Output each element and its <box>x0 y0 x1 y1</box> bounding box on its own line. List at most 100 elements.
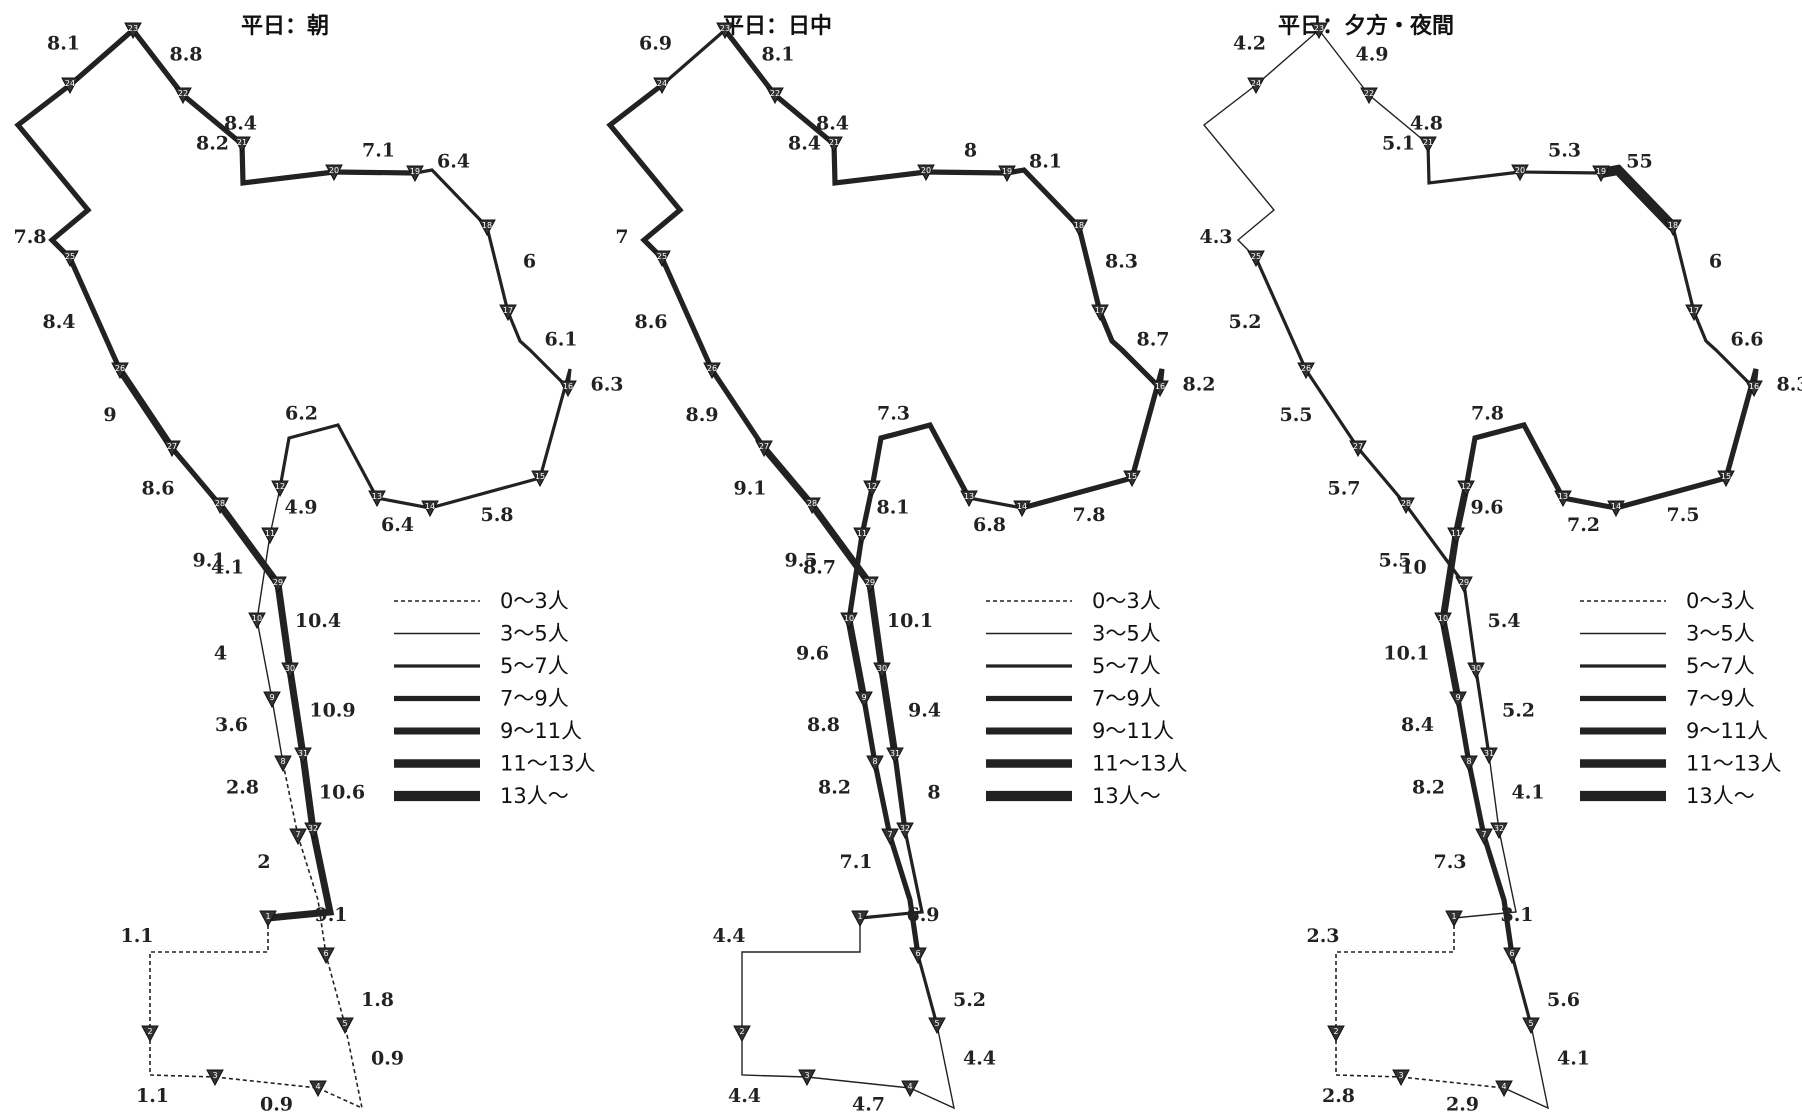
bus-stop-marker <box>269 576 287 594</box>
bus-stop-marker <box>803 497 821 515</box>
bus-stop-number: 29 <box>865 578 875 587</box>
segment-value: 8 <box>927 782 940 804</box>
route-segment-32-1 <box>1453 829 1517 919</box>
bus-stop-number: 16 <box>563 382 573 391</box>
bus-stop-number: 25 <box>1251 252 1261 261</box>
segment-value: 4.1 <box>1511 782 1544 804</box>
legend-label: 13人～ <box>1686 784 1755 808</box>
legend-label: 5～7人 <box>500 654 569 678</box>
segment-value: 10.1 <box>887 610 933 632</box>
bus-stop-marker <box>499 304 517 322</box>
segment-value: 7.1 <box>362 140 395 162</box>
bus-stop-number: 9 <box>269 693 274 702</box>
route-segment-5-6 <box>1510 954 1533 1026</box>
route-segment-24-25 <box>1202 84 1275 259</box>
segment-value: 8.3 <box>1776 374 1802 396</box>
route-segment-17-18 <box>1076 226 1103 313</box>
bus-stop-number: 22 <box>770 89 780 98</box>
segment-value: 10.1 <box>1383 643 1429 665</box>
legend-label: 7～9人 <box>500 687 569 711</box>
legend-label: 13人～ <box>500 784 569 808</box>
legend-label: 11～13人 <box>1686 752 1781 776</box>
bus-stop-marker <box>1457 480 1475 498</box>
bus-stop-marker <box>866 755 884 773</box>
bus-stop-number: 24 <box>65 79 75 88</box>
route-segment-24-25 <box>606 82 684 260</box>
bus-stop-number: 30 <box>1471 664 1481 673</box>
bus-stop-marker <box>909 947 927 965</box>
route-segment-20-21 <box>831 143 927 186</box>
bus-stop-marker <box>271 480 289 498</box>
bus-stop-number: 27 <box>167 442 177 451</box>
bus-stop-marker <box>1522 1017 1540 1035</box>
bus-stop-number: 5 <box>342 1019 347 1028</box>
bus-stop-number: 7 <box>1481 830 1486 839</box>
bus-stop-marker <box>421 500 439 518</box>
bus-stop-number: 2 <box>1333 1027 1338 1036</box>
bus-stop-number: 21 <box>237 138 247 147</box>
segment-value: 5.2 <box>953 989 986 1011</box>
segment-value: 4 <box>214 643 227 665</box>
route-segment-10-11 <box>256 534 271 621</box>
segment-value: 1.1 <box>120 925 153 947</box>
legend-label: 11～13人 <box>1092 752 1187 776</box>
bus-stop-number: 12 <box>867 482 877 491</box>
route-segment-31-32 <box>299 754 317 831</box>
segment-value: 9.4 <box>908 700 941 722</box>
bus-stop-number: 2 <box>147 1027 152 1036</box>
route-segment-9-10 <box>845 619 868 700</box>
legend-label: 5～7人 <box>1686 654 1755 678</box>
segment-value: 4.1 <box>211 557 244 579</box>
bus-stop-number: 20 <box>921 166 931 175</box>
bus-stop-number: 31 <box>298 749 308 758</box>
bus-stop-number: 21 <box>829 138 839 147</box>
bus-stop-number: 9 <box>861 693 866 702</box>
segment-value: 8.7 <box>1136 329 1169 351</box>
bus-stop-number: 8 <box>280 757 285 766</box>
bus-stop-marker <box>206 1069 224 1087</box>
segment-value: 8.1 <box>876 497 909 519</box>
legend-label: 9～11人 <box>1092 719 1174 743</box>
route-segment-24-25 <box>14 82 92 260</box>
segment-value: 6.6 <box>1730 329 1763 351</box>
bus-stop-marker <box>1447 527 1465 545</box>
bus-stop-marker <box>281 662 299 680</box>
segment-value: 4.3 <box>1199 226 1232 248</box>
route-segment-14-15 <box>429 476 541 510</box>
route-segment-28-29 <box>1404 504 1466 585</box>
segment-value: 5.3 <box>1548 140 1581 162</box>
bus-stop-number: 3 <box>804 1071 809 1080</box>
bus-stop-number: 15 <box>535 472 545 481</box>
segment-value: 8.1 <box>47 33 80 55</box>
segment-value: 2.8 <box>226 777 259 799</box>
route-segment-30-31 <box>878 669 899 756</box>
bus-stop-marker <box>261 527 279 545</box>
route-segment-12-13 <box>278 423 379 499</box>
bus-stop-marker <box>1607 500 1625 518</box>
route-segment-11-12 <box>1452 487 1470 536</box>
bus-stop-number: 19 <box>1002 167 1012 176</box>
route-segment-8-9 <box>271 698 284 764</box>
bus-stop-number: 14 <box>425 502 435 511</box>
segment-value: 8.1 <box>1029 151 1062 173</box>
bus-stop-marker <box>274 755 292 773</box>
bus-stop-marker <box>1070 219 1088 237</box>
bus-stop-number: 8 <box>872 757 877 766</box>
route-segment-20-21 <box>1426 143 1521 185</box>
route-segment-25-26 <box>1254 257 1308 371</box>
route-segment-14-15 <box>1021 475 1133 511</box>
bus-stop-marker <box>755 440 773 458</box>
segment-value: 4.4 <box>963 1048 996 1070</box>
panel-weekday-daytime: 平日：日中 4.4 4.4 4.7 4.4 5.2 7.1 8.2 8.8 9.6 8.7 8.1 7.… <box>606 14 1216 1112</box>
segment-value: 8.2 <box>818 777 851 799</box>
bus-stop-number: 1 <box>265 912 270 921</box>
bus-stop-marker <box>124 22 142 40</box>
bus-stop-marker <box>881 828 899 846</box>
segment-value: 8.4 <box>816 113 849 135</box>
segment-value: 4.1 <box>1557 1048 1590 1070</box>
route-segment-26-27 <box>117 368 175 450</box>
segment-value: 8.2 <box>196 133 229 155</box>
route-segment-5-6 <box>325 954 346 1026</box>
route-segment-32-1 <box>267 829 335 922</box>
segment-value: 5.5 <box>1378 550 1411 572</box>
